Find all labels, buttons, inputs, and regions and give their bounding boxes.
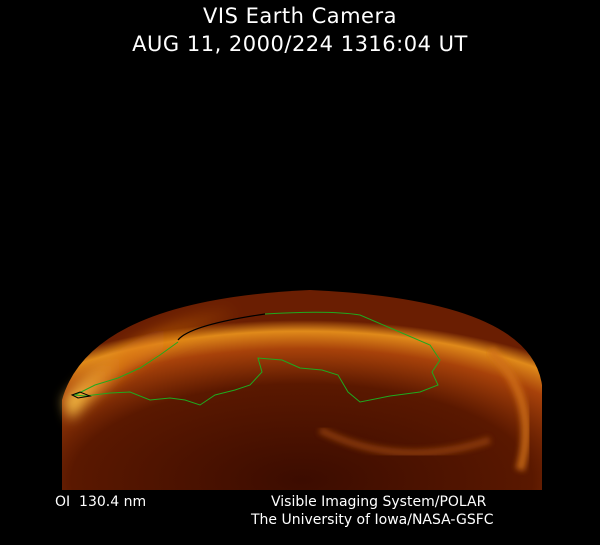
instrument-credit: Visible Imaging System/POLAR xyxy=(271,494,487,510)
auroral-oval xyxy=(486,346,531,472)
earth-disk xyxy=(62,290,542,490)
coastline-fragment xyxy=(70,391,92,399)
auroral-arc xyxy=(318,426,492,457)
image-title: VIS Earth Camera xyxy=(203,4,397,28)
coastline-outline xyxy=(73,311,441,406)
image-timestamp: AUG 11, 2000/224 1316:04 UT xyxy=(132,32,468,56)
wavelength-label: OI 130.4 nm xyxy=(55,494,147,510)
institution-credit: The University of Iowa/NASA-GSFC xyxy=(251,512,494,528)
terminator-line xyxy=(177,313,266,341)
dayside-glow xyxy=(64,305,240,420)
